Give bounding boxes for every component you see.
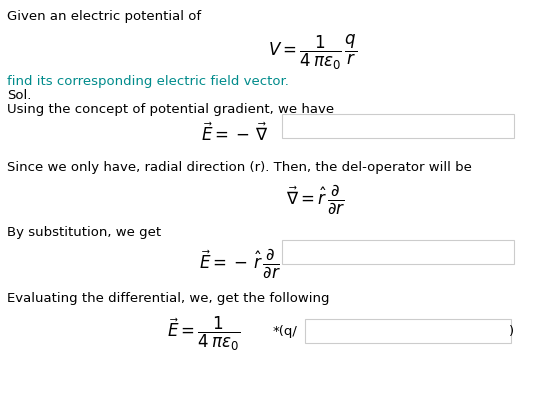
FancyBboxPatch shape xyxy=(282,240,514,264)
Text: Given an electric potential of: Given an electric potential of xyxy=(7,10,201,23)
Text: $\vec{E}=-\,\vec{\nabla}$: $\vec{E}=-\,\vec{\nabla}$ xyxy=(201,122,268,144)
Text: $\vec{E}=-\,\hat{r}\,\dfrac{\partial}{\partial r}$: $\vec{E}=-\,\hat{r}\,\dfrac{\partial}{\p… xyxy=(200,246,281,279)
Text: Sol.: Sol. xyxy=(7,89,31,102)
Text: ): ) xyxy=(509,324,514,337)
Text: By substitution, we get: By substitution, we get xyxy=(7,226,161,239)
Text: *(q/: *(q/ xyxy=(273,324,297,337)
Text: $V=\dfrac{1}{4\,\pi\varepsilon_0}\,\dfrac{q}{r}$: $V=\dfrac{1}{4\,\pi\varepsilon_0}\,\dfra… xyxy=(268,33,358,72)
Text: $\vec{\nabla}=\hat{r}\,\dfrac{\partial}{\partial r}$: $\vec{\nabla}=\hat{r}\,\dfrac{\partial}{… xyxy=(286,183,345,216)
FancyBboxPatch shape xyxy=(282,114,514,138)
Text: $\vec{E}=\dfrac{1}{4\,\pi\varepsilon_0}$: $\vec{E}=\dfrac{1}{4\,\pi\varepsilon_0}$ xyxy=(168,314,240,352)
Text: Since we only have, radial direction (r). Then, the del-operator will be: Since we only have, radial direction (r)… xyxy=(7,160,472,173)
Text: Evaluating the differential, we, get the following: Evaluating the differential, we, get the… xyxy=(7,291,329,304)
Text: Using the concept of potential gradient, we have: Using the concept of potential gradient,… xyxy=(7,102,334,115)
Text: find its corresponding electric field vector.: find its corresponding electric field ve… xyxy=(7,74,288,87)
FancyBboxPatch shape xyxy=(305,319,511,343)
